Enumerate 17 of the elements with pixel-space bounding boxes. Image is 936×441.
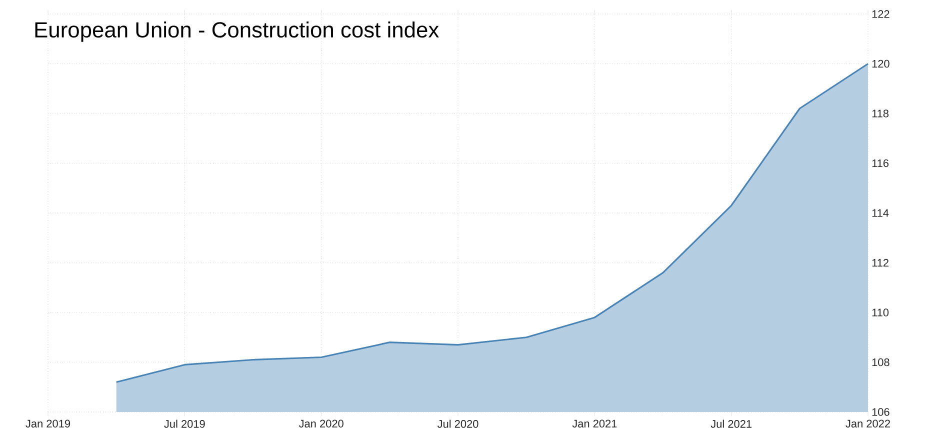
y-tick-label: 108 [872, 358, 890, 366]
x-tick-label: Jul 2019 [164, 420, 205, 428]
y-tick-label: 116 [872, 159, 889, 168]
chart-title: European Union - Construction cost index [35, 22, 439, 42]
x-tick-label: Jan 2019 [26, 420, 70, 428]
y-tick-label: 110 [872, 308, 889, 316]
y-tick-label: 114 [872, 209, 889, 217]
x-tick-label: Jan 2021 [572, 420, 617, 428]
y-tick-label: 122 [872, 10, 890, 18]
x-tick-label: Jul 2021 [710, 420, 752, 428]
x-tick-label: Jan 2022 [846, 420, 890, 428]
x-tick-label: Jul 2020 [437, 420, 478, 428]
x-tick-label: Jan 2020 [298, 420, 344, 428]
y-tick-label: 118 [872, 110, 889, 118]
y-tick-label: 106 [872, 408, 890, 416]
y-tick-label: 120 [872, 60, 890, 68]
y-tick-label: 112 [872, 258, 888, 267]
